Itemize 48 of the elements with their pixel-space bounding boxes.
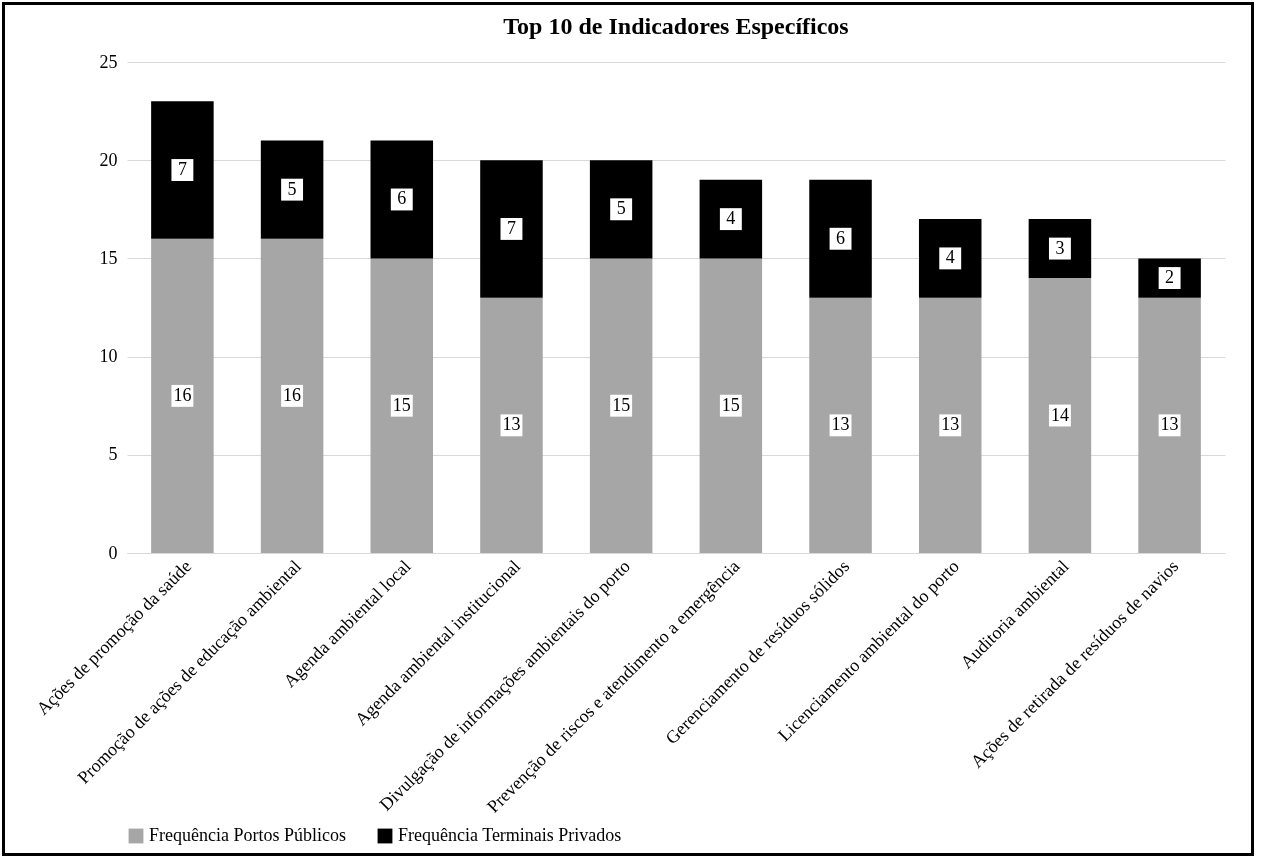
data-label: 15 <box>612 394 631 415</box>
bar <box>480 160 543 298</box>
bar <box>918 219 982 298</box>
data-label: 7 <box>177 159 187 180</box>
bar <box>260 238 324 553</box>
data-label: 13 <box>941 414 960 435</box>
data-label: 3 <box>1055 237 1065 258</box>
bar <box>1028 219 1092 279</box>
y-tick-label: 5 <box>108 444 118 465</box>
y-tick-label: 25 <box>99 51 118 72</box>
data-label: 6 <box>397 188 407 209</box>
legend-label: Frequência Terminais Privados <box>398 825 622 845</box>
data-label: 14 <box>1050 404 1069 425</box>
data-label: 2 <box>1165 267 1175 288</box>
data-label: 4 <box>945 247 955 268</box>
data-label: 7 <box>506 217 516 238</box>
y-tick-label: 15 <box>99 247 118 268</box>
chart-title: Top 10 de Indicadores Específicos <box>503 13 849 39</box>
data-label: 6 <box>836 227 846 248</box>
bar <box>151 101 214 239</box>
bar <box>1138 297 1201 553</box>
bar <box>699 258 763 553</box>
data-label: 5 <box>287 178 297 199</box>
data-label: 4 <box>726 208 736 229</box>
data-label: 13 <box>831 414 850 435</box>
bar <box>370 258 434 553</box>
bar <box>1028 278 1092 553</box>
data-label: 15 <box>721 394 740 415</box>
bar <box>699 179 763 259</box>
data-label: 13 <box>1160 414 1179 435</box>
bar <box>918 297 982 553</box>
bar <box>589 160 653 259</box>
y-tick-label: 10 <box>99 346 118 367</box>
bar <box>151 238 214 553</box>
bar <box>260 140 324 239</box>
y-tick-label: 0 <box>108 542 118 563</box>
bar <box>370 140 434 259</box>
bar <box>589 258 653 553</box>
y-tick-label: 20 <box>99 149 118 170</box>
bar <box>809 297 872 553</box>
data-label: 5 <box>616 198 626 219</box>
data-label: 13 <box>502 414 521 435</box>
bar <box>809 179 872 298</box>
data-label: 15 <box>392 394 411 415</box>
data-label: 16 <box>173 384 192 405</box>
bar <box>480 297 543 553</box>
legend-label: Frequência Portos Públicos <box>149 825 346 845</box>
data-label: 16 <box>283 384 302 405</box>
